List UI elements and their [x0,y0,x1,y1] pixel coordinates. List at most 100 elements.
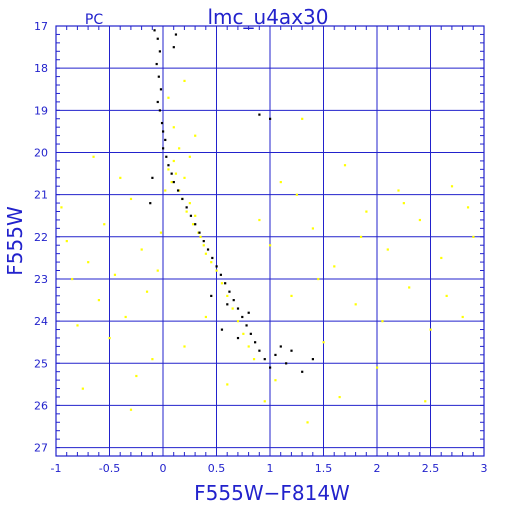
field-star-point [247,345,250,348]
cluster-star-point [158,50,161,53]
field-star-point [183,79,186,83]
x-tick-label: 0.5 [208,462,226,475]
field-star-point [269,244,272,247]
field-star-point [220,282,224,285]
cluster-star-point [258,113,261,116]
cluster-star-point [151,176,154,179]
field-star-point [199,235,202,238]
field-star-point [183,176,186,179]
cluster-star-point [176,189,180,192]
data-points [60,29,475,424]
field-star-point [461,315,464,319]
cluster-star-point [263,358,266,361]
field-star-point [60,206,63,209]
field-star-point [183,345,186,348]
field-star-point [301,117,304,120]
field-star-point [424,400,427,403]
field-star-point [170,180,173,184]
x-tick-label: 0 [160,462,167,475]
cluster-star-point [232,299,235,302]
field-star-point [167,168,170,171]
field-star-point [258,218,261,222]
y-tick-label: 19 [34,104,48,117]
field-star-point [252,358,256,361]
cluster-star-point [236,336,240,340]
field-star-point [338,395,341,399]
cluster-star-point [165,155,168,158]
field-star-point [159,231,163,234]
cluster-star-point [156,37,159,40]
y-tick-label: 17 [34,20,48,33]
field-star-point [333,265,336,268]
cluster-star-point [153,29,156,32]
field-star-point [311,227,314,230]
cluster-star-point [198,231,201,234]
cluster-star-point [311,358,314,361]
y-tick-labels: 17 18 19 20 21 22 23 24 25 26 27 [34,20,48,455]
field-star-point [466,206,470,209]
field-star-point [386,248,389,251]
cluster-star-point [219,273,222,276]
field-star-point [359,235,363,238]
cluster-star-point [224,282,227,285]
y-tick-label: 23 [34,273,48,286]
x-tick-label: -0.5 [99,462,120,475]
field-star-point [140,248,143,251]
field-star-point [129,197,133,201]
field-star-point [317,277,320,281]
cluster-star-point [215,265,218,268]
field-star-point [103,223,106,226]
field-star-point [204,252,207,255]
field-star-point [129,408,133,411]
cluster-star-point [247,311,250,314]
cluster-star-point [185,206,188,209]
x-tick-label: -1 [51,462,62,475]
field-star-point [226,294,229,298]
field-star-point [97,299,100,302]
cluster-star-point [245,324,248,327]
field-star-point [242,332,245,335]
field-star-point [188,202,191,205]
x-tick-label: 1 [267,462,274,475]
field-star-point [365,210,368,213]
corner-label: PC [85,12,103,28]
cluster-star-point [220,328,224,331]
field-star-point [174,172,178,175]
tick-marks [55,25,485,457]
cluster-star-point [228,290,231,293]
field-star-point [151,358,154,361]
y-tick-label: 25 [34,357,48,370]
field-star-point [81,387,84,390]
cluster-star-point [156,100,159,104]
cluster-star-point [158,109,161,112]
cluster-star-point [181,197,184,201]
field-star-point [164,189,167,192]
field-star-point [429,328,432,331]
cluster-star-point [162,130,165,133]
field-star-point [191,223,195,226]
cluster-star-point [301,370,304,373]
cluster-star-point [189,214,193,217]
cluster-star-point [149,202,152,205]
field-star-point [279,180,282,184]
cluster-star-point [279,345,282,348]
cluster-star-point [226,303,229,306]
field-star-point [402,202,405,205]
cluster-star-point [258,349,261,352]
cluster-star-point [174,33,178,36]
cluster-star-point [249,332,252,335]
cluster-star-point [167,164,170,167]
y-tick-label: 20 [34,146,48,159]
cluster-star-point [172,180,175,184]
field-star-point [445,294,448,298]
x-tick-label: 1.5 [315,462,333,475]
grid-lines [55,25,485,456]
chart-title: lmc_u4ax30 [208,5,329,29]
field-star-point [167,96,170,99]
field-star-point [397,189,400,192]
field-star-point [204,315,207,319]
x-axis-title: F555W−F814W [194,481,350,505]
field-star-point [156,269,159,272]
field-star-point [440,256,443,260]
